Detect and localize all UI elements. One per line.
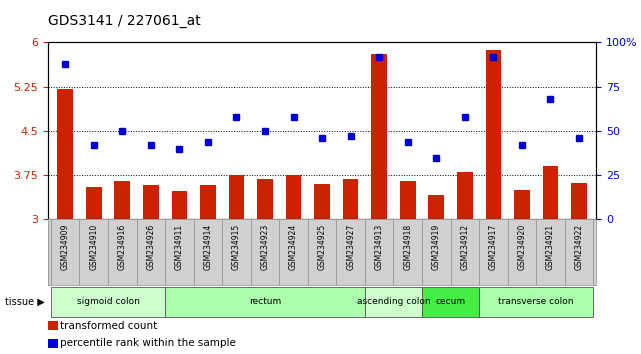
Bar <box>514 190 529 219</box>
Bar <box>400 181 415 219</box>
Text: GSM234922: GSM234922 <box>574 224 583 270</box>
Bar <box>229 175 244 219</box>
Bar <box>314 184 330 219</box>
Text: GSM234923: GSM234923 <box>260 224 269 270</box>
Text: GSM234915: GSM234915 <box>232 224 241 270</box>
Bar <box>365 287 422 317</box>
Bar <box>57 88 73 219</box>
Bar <box>115 181 130 219</box>
Bar <box>257 179 273 219</box>
Text: GSM234911: GSM234911 <box>175 224 184 270</box>
Text: tissue ▶: tissue ▶ <box>5 297 45 307</box>
Text: GSM234914: GSM234914 <box>203 224 212 270</box>
Text: GSM234919: GSM234919 <box>432 224 441 270</box>
Text: sigmoid colon: sigmoid colon <box>76 297 140 306</box>
Text: GSM234925: GSM234925 <box>317 224 327 270</box>
Text: GSM234909: GSM234909 <box>61 224 70 270</box>
Bar <box>48 339 58 348</box>
Text: GSM234926: GSM234926 <box>146 224 155 270</box>
Text: cecum: cecum <box>435 297 465 306</box>
Text: GSM234916: GSM234916 <box>118 224 127 270</box>
Text: transverse colon: transverse colon <box>499 297 574 306</box>
Bar <box>571 183 587 219</box>
Bar <box>457 172 472 219</box>
Bar <box>48 321 58 330</box>
Bar <box>51 287 165 317</box>
Text: ascending colon: ascending colon <box>356 297 430 306</box>
Bar <box>371 54 387 219</box>
Bar <box>485 50 501 219</box>
Bar <box>86 187 101 219</box>
Text: rectum: rectum <box>249 297 281 306</box>
Bar <box>143 185 159 219</box>
Text: GSM234927: GSM234927 <box>346 224 355 270</box>
Bar <box>422 287 479 317</box>
Bar <box>479 287 594 317</box>
Text: GDS3141 / 227061_at: GDS3141 / 227061_at <box>48 14 201 28</box>
Text: GSM234920: GSM234920 <box>517 224 526 270</box>
Bar <box>428 195 444 219</box>
Bar <box>543 166 558 219</box>
Text: GSM234918: GSM234918 <box>403 224 412 270</box>
Bar <box>200 185 216 219</box>
Text: GSM234913: GSM234913 <box>375 224 384 270</box>
Text: transformed count: transformed count <box>60 321 158 331</box>
Text: GSM234917: GSM234917 <box>489 224 498 270</box>
Text: GSM234924: GSM234924 <box>289 224 298 270</box>
Text: percentile rank within the sample: percentile rank within the sample <box>60 338 237 348</box>
Bar <box>286 175 301 219</box>
Bar <box>172 191 187 219</box>
Bar <box>343 179 358 219</box>
Text: GSM234912: GSM234912 <box>460 224 469 270</box>
Text: GSM234910: GSM234910 <box>89 224 98 270</box>
Bar <box>165 287 365 317</box>
Text: GSM234921: GSM234921 <box>546 224 555 270</box>
